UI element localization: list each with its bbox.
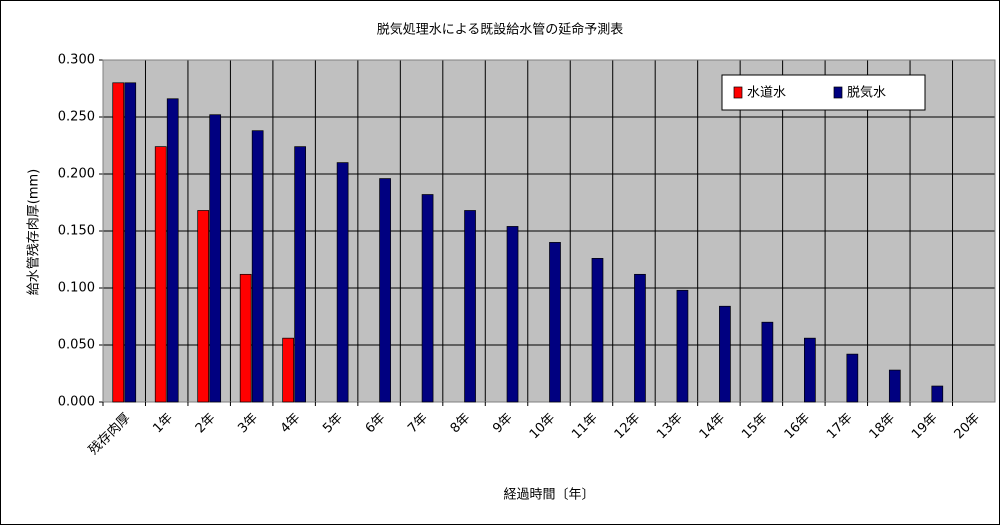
bar [761,321,774,403]
y-tick-label: 0.250 [58,110,95,125]
y-tick-label: 0.150 [58,224,95,239]
bar [112,82,125,403]
bar [506,226,519,403]
bar [166,98,179,403]
bar [282,337,294,403]
bar [931,385,944,403]
bar [464,210,476,403]
bar [676,289,689,403]
bar [379,178,391,403]
legend: 水道水 脱気水 [721,74,926,111]
legend-swatch [733,86,743,99]
legend-box [721,74,926,111]
bar [549,242,561,403]
bar [209,114,222,403]
bar [846,353,859,403]
y-tick-label: 0.000 [58,395,95,410]
bar [888,369,901,403]
bar [591,258,604,403]
y-axis-label: 給水管残存肉厚(mm) [27,169,42,295]
y-tick-label: 0.100 [58,281,95,296]
legend-label: 脱気水 [847,85,886,101]
bar [239,273,252,403]
y-tick-label: 0.200 [58,167,95,182]
bar [197,210,210,403]
y-tick-label: 0.300 [58,53,95,68]
bar [421,194,434,403]
bar [634,273,646,403]
x-axis-label: 経過時間〔年〕 [503,488,594,503]
chart-title: 脱気処理水による既設給水管の延命予測表 [377,22,624,38]
bar [336,162,349,403]
bar [719,305,731,403]
legend-swatch [833,86,843,99]
bar [251,130,264,403]
bar [294,146,306,403]
plot-frame [102,59,996,403]
bar [154,146,167,403]
legend-label: 水道水 [747,86,786,101]
y-tick-label: 0.050 [58,338,95,353]
bar [804,337,816,403]
bar [124,82,137,403]
